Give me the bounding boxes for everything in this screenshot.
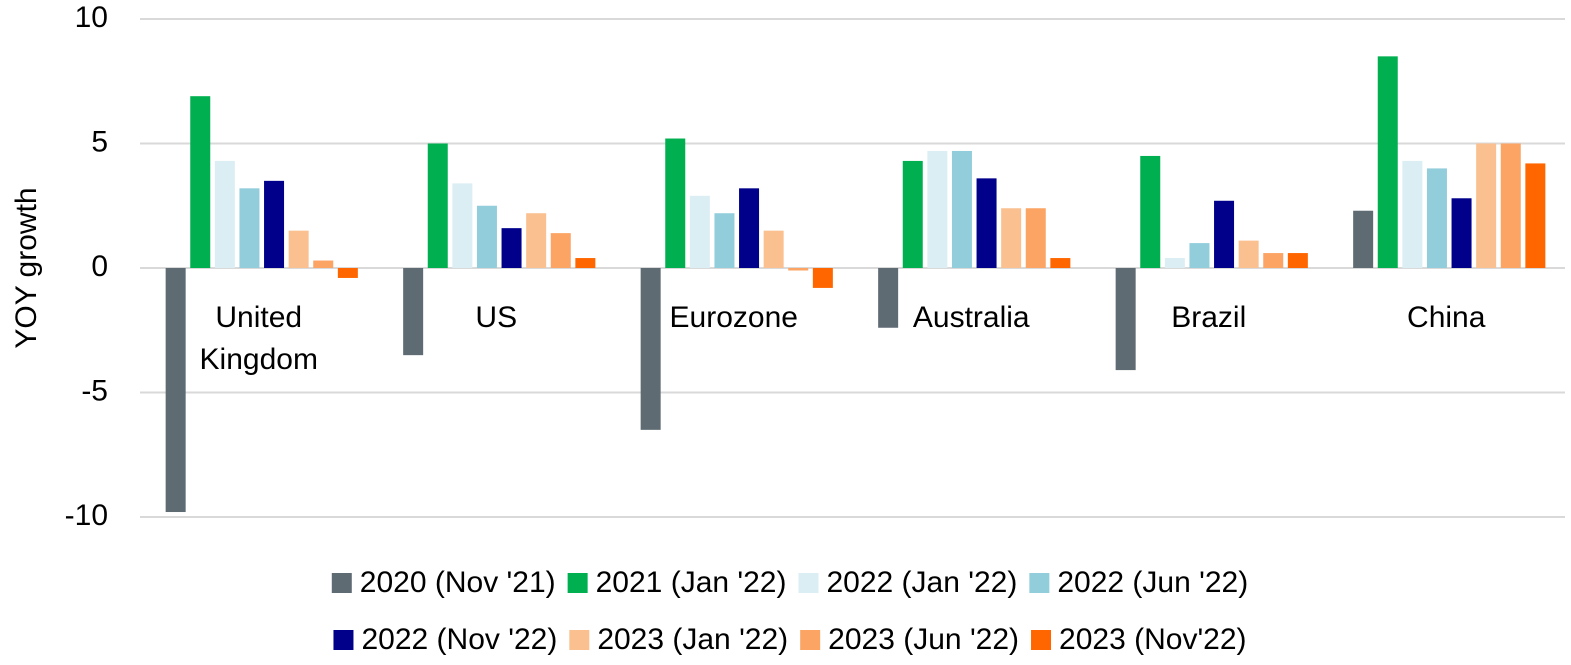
legend-swatch	[569, 630, 590, 650]
x-tick-label: United Kingdom	[199, 301, 318, 376]
bar	[1377, 56, 1398, 268]
bar	[403, 268, 424, 356]
legend-swatch	[800, 630, 821, 650]
bar	[951, 150, 972, 268]
legend-label: 2020 (Nov '21)	[360, 566, 556, 599]
x-tick-label-box: Brazil	[1171, 301, 1247, 334]
x-tick-label-box: Eurozone	[669, 301, 798, 334]
bar	[788, 268, 809, 271]
x-tick-label-box: China	[1407, 301, 1486, 334]
x-tick-label-box: US	[475, 301, 518, 334]
legend-label: 2023 (Nov'22)	[1059, 623, 1247, 656]
bar	[1140, 155, 1161, 268]
bar	[575, 258, 596, 268]
bar	[288, 230, 309, 268]
bar	[1426, 168, 1447, 268]
legend-label: 2021 (Jan '22)	[596, 566, 787, 599]
legend-swatch	[331, 573, 352, 593]
bar	[1500, 143, 1521, 268]
bar	[1263, 253, 1284, 268]
bar	[214, 160, 235, 268]
legend-swatch	[567, 573, 588, 593]
bar	[1287, 253, 1308, 268]
legend-swatch	[1031, 630, 1052, 650]
bar	[640, 268, 661, 430]
bar	[1115, 268, 1136, 371]
bar	[1451, 198, 1472, 268]
legend-label: 2022 (Nov '22)	[361, 623, 557, 656]
bar	[165, 268, 186, 513]
bar	[927, 150, 948, 268]
legend-label: 2022 (Jan '22)	[826, 566, 1017, 599]
legend-swatch	[333, 630, 354, 650]
bar	[427, 143, 448, 268]
bar	[739, 188, 760, 268]
bar	[476, 205, 497, 268]
bar	[878, 268, 899, 328]
y-tick-label: 10	[75, 1, 108, 34]
bar	[1402, 160, 1423, 268]
y-axis-label: YOY growth	[10, 187, 43, 348]
bar	[812, 268, 833, 288]
bar	[1189, 243, 1210, 268]
bar	[1238, 240, 1259, 268]
legend-label: 2023 (Jun '22)	[828, 623, 1019, 656]
bar	[1476, 143, 1497, 268]
bar	[264, 180, 285, 268]
bar	[689, 195, 710, 268]
bar	[976, 178, 997, 268]
legend-label: 2022 (Jun '22)	[1057, 566, 1248, 599]
bar	[902, 160, 923, 268]
bar	[763, 230, 784, 268]
legend-row: 2022 (Nov '22) 2023 (Jan '22) 2023 (Jun '2…	[333, 623, 1247, 656]
bar	[1050, 258, 1071, 268]
bar	[1001, 208, 1022, 268]
bar	[501, 228, 522, 268]
bar	[1164, 258, 1185, 268]
bar	[337, 268, 358, 278]
y-tick-label: 5	[91, 125, 108, 158]
legend-swatch	[1029, 573, 1050, 593]
x-tick-label-box: Australia	[912, 301, 1030, 334]
bar	[1353, 210, 1374, 268]
bar	[665, 138, 686, 268]
y-tick-label: -10	[65, 499, 108, 532]
x-tick-label-box: United Kingdom	[199, 301, 318, 376]
legend-row: 2020 (Nov '21) 2021 (Jan '22) 2022 (Jan '2…	[331, 566, 1248, 599]
x-tick-label: Brazil	[1171, 301, 1247, 334]
legend-label: 2023 (Jan '22)	[597, 623, 788, 656]
y-tick-label: -5	[81, 374, 108, 407]
legend-swatch	[798, 573, 819, 593]
x-tick-label: Australia	[912, 301, 1030, 334]
bar	[714, 213, 735, 268]
x-tick-label: US	[475, 301, 518, 334]
bar	[239, 188, 260, 268]
bar	[313, 260, 334, 268]
x-tick-label: China	[1407, 301, 1486, 334]
y-tick-label: 0	[91, 250, 108, 283]
bar	[1025, 208, 1046, 268]
bar	[526, 213, 547, 268]
bar	[190, 96, 211, 268]
bar	[1214, 200, 1235, 268]
x-tick-label: Eurozone	[669, 301, 798, 334]
bar	[1525, 163, 1546, 268]
bar	[452, 183, 473, 268]
bar	[550, 233, 571, 268]
